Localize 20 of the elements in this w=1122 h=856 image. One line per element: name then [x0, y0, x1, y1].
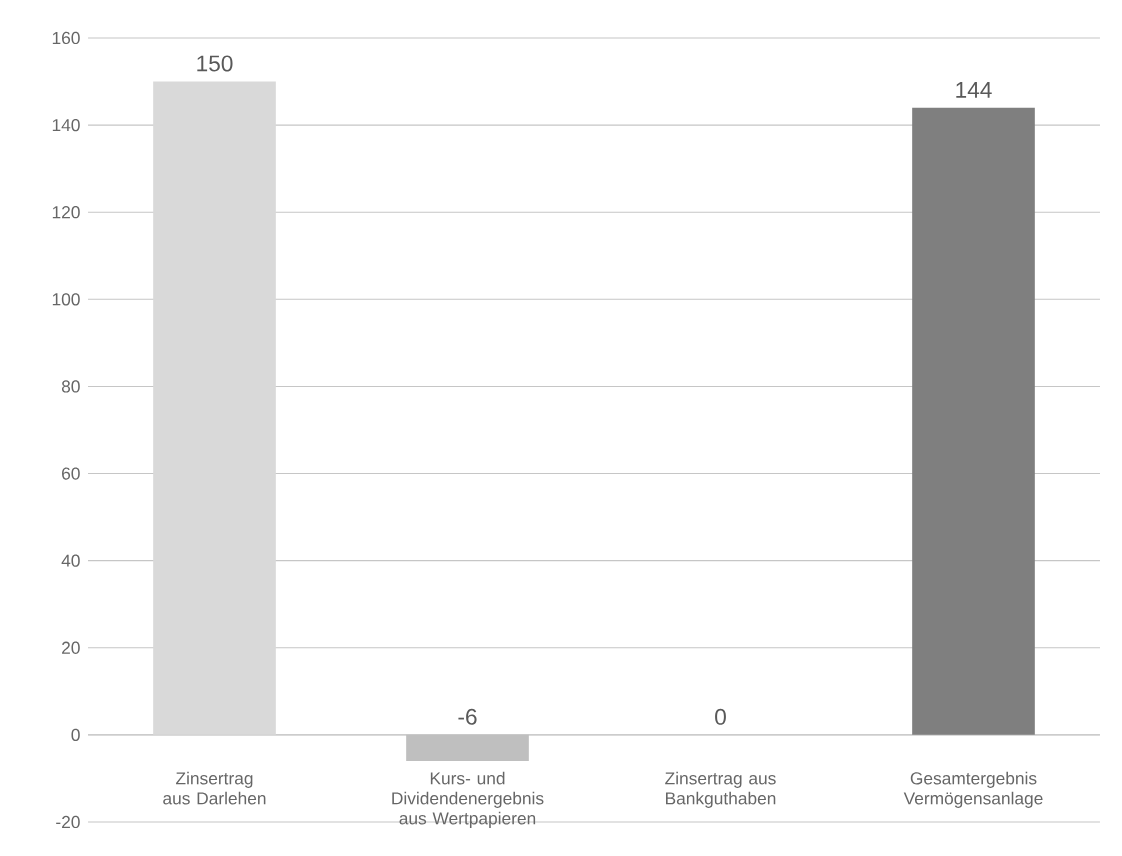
- data-label: 144: [956, 82, 992, 98]
- x-tick-label: Gesamtergebnis Vermögensanlage: [903, 771, 1043, 808]
- y-tick-label: 60: [62, 467, 80, 480]
- y-tick-label: 100: [52, 293, 80, 306]
- y-tick-label: 140: [52, 118, 80, 132]
- y-tick-label: 0: [71, 728, 80, 742]
- y-tick-label: 160: [52, 31, 80, 45]
- data-label: -6: [458, 708, 477, 725]
- y-tick-label: 40: [61, 554, 80, 567]
- bar: [912, 107, 1035, 735]
- x-tick-label: Zinsertrag aus Bankguthaben: [665, 771, 776, 808]
- bar: [153, 81, 276, 735]
- y-tick-label: 80: [61, 380, 80, 393]
- x-tick-label: Zinsertrag aus Darlehen: [163, 771, 266, 805]
- y-tick-label: 20: [62, 641, 80, 654]
- data-label: 0: [715, 708, 726, 725]
- y-tick-label: -20: [56, 815, 80, 829]
- x-tick-label: Kurs- und Dividendenergebnis aus Wertpapieren: [392, 771, 544, 828]
- data-label: 150: [197, 55, 233, 72]
- y-tick-label: 120: [52, 206, 80, 219]
